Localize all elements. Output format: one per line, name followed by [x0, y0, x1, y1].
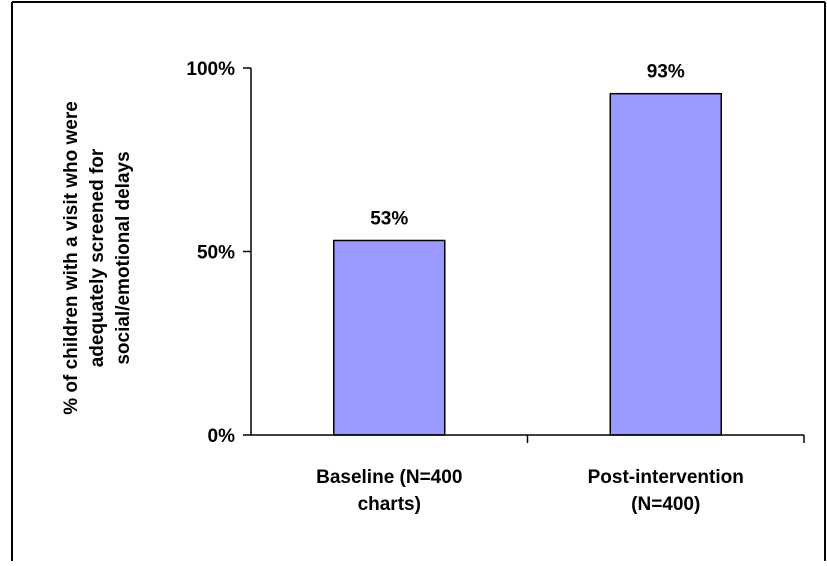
y-axis-title: % of children with a visit who were adeq…	[61, 101, 134, 415]
x-category-label: Post-intervention	[588, 467, 744, 488]
data-label: 93%	[647, 62, 685, 83]
y-tick-label: 0%	[208, 426, 236, 447]
y-axis-title-line-3: social/emotional delays	[113, 151, 134, 364]
bar	[333, 239, 446, 436]
bar	[609, 92, 722, 436]
x-axis-category-labels: Baseline (N=400 charts) Post-intervention (…	[316, 435, 805, 515]
y-tick-label: 50%	[197, 243, 235, 264]
x-category-label: Baseline (N=400	[316, 467, 462, 488]
data-labels: 53% 93%	[370, 62, 685, 230]
y-tick-label: 100%	[186, 59, 235, 80]
x-category-label: charts)	[358, 494, 421, 515]
y-axis-title-line-2: adequately screened for	[87, 148, 108, 367]
bars	[333, 92, 722, 436]
y-axis-ticks: 0% 50% 100%	[186, 59, 251, 447]
x-category-label: (N=400)	[631, 494, 700, 515]
y-axis-title-line-1: % of children with a visit who were	[61, 101, 82, 415]
data-label: 53%	[370, 208, 408, 229]
